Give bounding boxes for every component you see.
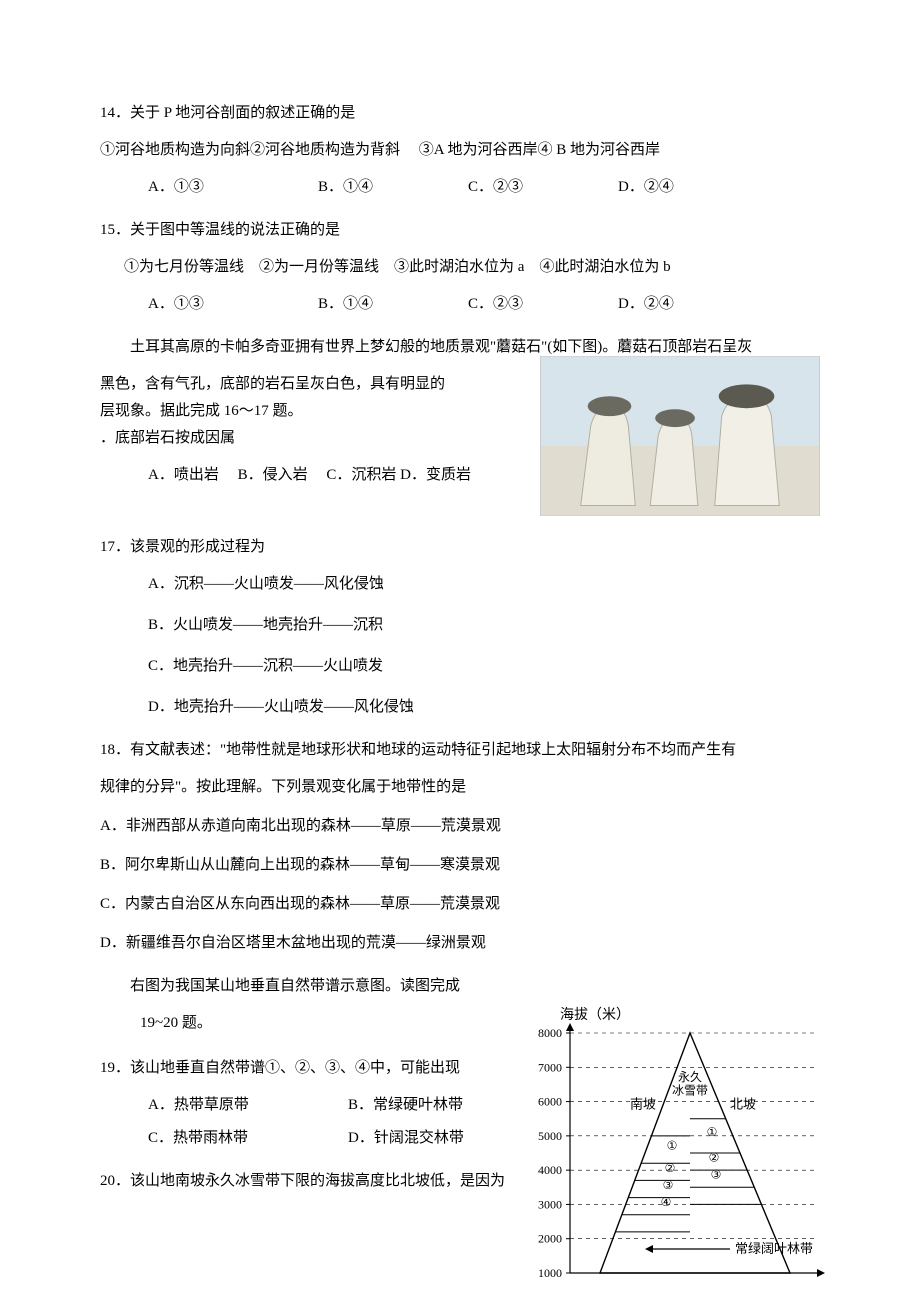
q19-text: 19．该山地垂直自然带谱①、②、③、④中，可能出现: [100, 1055, 540, 1082]
svg-text:常绿阔叶林带: 常绿阔叶林带: [735, 1241, 813, 1256]
q19-options: A．热带草原带 B．常绿硬叶林带 C．热带雨林带 D．针阔混交林带: [148, 1092, 540, 1152]
q15-opt-c: C．②③: [468, 291, 618, 318]
q14-subline: ①河谷地质构造为向斜②河谷地质构造为背斜 ③A 地为河谷西岸④ B 地为河谷西岸: [100, 137, 820, 164]
q18-opt-c: C．内蒙古自治区从东向西出现的森林——草原——荒漠景观: [100, 891, 820, 918]
svg-text:冰雪带: 冰雪带: [672, 1084, 708, 1098]
q18-opt-a: A．非洲西部从赤道向南北出现的森林——草原——荒漠景观: [100, 813, 820, 840]
svg-text:1000: 1000: [538, 1266, 562, 1280]
svg-text:4000: 4000: [538, 1163, 562, 1177]
q16-opt-a: A．喷出岩: [148, 467, 219, 483]
q15-subline: ①为七月份等温线 ②为一月份等温线 ③此时湖泊水位为 a ④此时湖泊水位为 b: [124, 254, 820, 281]
mountain-chart-svg: 1000 2000 3000 4000 5000 6000 7000 8000 南坡 北坡 永久冰雪…: [520, 1023, 840, 1293]
q18-options: A．非洲西部从赤道向南北出现的森林——草原——荒漠景观 B．阿尔卑斯山从山麓向上…: [100, 813, 820, 957]
q18-text1: 18．有文献表述："地带性就是地球形状和地球的运动特征引起地球上太阳辐射分布不均…: [100, 737, 820, 764]
svg-text:8000: 8000: [538, 1026, 562, 1040]
svg-text:7000: 7000: [538, 1060, 562, 1074]
q14-opt-c: C．②③: [468, 174, 618, 201]
q15-options: A．①③ B．①④ C．②③ D．②④: [148, 291, 820, 318]
question-14: 14．关于 P 地河谷剖面的叙述正确的是 ①河谷地质构造为向斜②河谷地质构造为背…: [100, 100, 820, 201]
svg-text:④: ④: [661, 1195, 672, 1209]
q14-opt-b: B．①④: [318, 174, 468, 201]
q17-opt-b: B．火山喷发——地壳抬升——沉积: [148, 612, 820, 639]
q14-text: 14．关于 P 地河谷剖面的叙述正确的是: [100, 100, 820, 127]
q14-opt-d: D．②④: [618, 174, 768, 201]
q17-options: A．沉积——火山喷发——风化侵蚀 B．火山喷发——地壳抬升——沉积 C．地壳抬升…: [100, 571, 820, 721]
mountain-section: 海拔（米） 10002000300040005000600070008000南坡…: [100, 973, 820, 1253]
q17-text: 17．该景观的形成过程为: [100, 534, 820, 561]
mushroom-rock-image: [540, 356, 820, 516]
q18-text2: 规律的分异"。按此理解。下列景观变化属于地带性的是: [100, 774, 820, 801]
q16-opt-d: D．变质岩: [400, 467, 471, 483]
svg-text:永久: 永久: [678, 1070, 702, 1084]
q16-opt-b: B．侵入岩: [238, 467, 308, 483]
q15-opt-d: D．②④: [618, 291, 768, 318]
svg-text:①: ①: [667, 1139, 678, 1153]
question-18: 18．有文献表述："地带性就是地球形状和地球的运动特征引起地球上太阳辐射分布不均…: [100, 737, 820, 957]
svg-text:北坡: 北坡: [730, 1096, 756, 1111]
svg-text:③: ③: [663, 1178, 674, 1192]
p1-l3: 层现象。据此完成 16～17 题。: [100, 398, 303, 425]
svg-text:5000: 5000: [538, 1129, 562, 1143]
q19-opt-a: A．热带草原带: [148, 1092, 348, 1119]
q17-opt-d: D．地壳抬升——火山喷发——风化侵蚀: [148, 694, 820, 721]
mountain-chart: 海拔（米） 10002000300040005000600070008000南坡…: [520, 1023, 840, 1293]
svg-text:③: ③: [711, 1168, 722, 1182]
q15-text: 15．关于图中等温线的说法正确的是: [100, 217, 820, 244]
q16-options: A．喷出岩 B．侵入岩 C．沉积岩 D．变质岩: [148, 462, 548, 489]
q14-options: A．①③ B．①④ C．②③ D．②④: [148, 174, 820, 201]
question-15: 15．关于图中等温线的说法正确的是 ①为七月份等温线 ②为一月份等温线 ③此时湖…: [100, 217, 820, 318]
q18-opt-b: B．阿尔卑斯山从山麓向上出现的森林——草甸——寒漠景观: [100, 852, 820, 879]
q17-opt-c: C．地壳抬升——沉积——火山喷发: [148, 653, 820, 680]
q19-opt-b: B．常绿硬叶林带: [348, 1092, 548, 1119]
svg-text:3000: 3000: [538, 1197, 562, 1211]
q18-opt-d: D．新疆维吾尔自治区塔里木盆地出现的荒漠——绿洲景观: [100, 930, 820, 957]
svg-text:②: ②: [665, 1161, 676, 1175]
p1-l1: 土耳其高原的卡帕多奇亚拥有世界上梦幻般的地质景观"蘑菇石"(如下图)。蘑菇石顶部…: [130, 339, 752, 355]
p1-l2: 黑色，含有气孔，底部的岩石呈灰白色，具有明显的: [100, 371, 445, 398]
q19-opt-d: D．针阔混交林带: [348, 1125, 548, 1152]
q15-opt-b: B．①④: [318, 291, 468, 318]
q16-opt-c: C．沉积岩: [326, 467, 396, 483]
chart-title: 海拔（米）: [560, 1003, 630, 1028]
svg-text:2000: 2000: [538, 1232, 562, 1246]
q15-opt-a: A．①③: [148, 291, 318, 318]
svg-text:②: ②: [709, 1151, 720, 1165]
q17-opt-a: A．沉积——火山喷发——风化侵蚀: [148, 571, 820, 598]
q14-opt-a: A．①③: [148, 174, 318, 201]
svg-text:①: ①: [707, 1125, 718, 1139]
svg-text:南坡: 南坡: [630, 1096, 656, 1111]
q19-opt-c: C．热带雨林带: [148, 1125, 348, 1152]
question-19: 19．该山地垂直自然带谱①、②、③、④中，可能出现 A．热带草原带 B．常绿硬叶…: [100, 1055, 540, 1152]
p2-l1: 右图为我国某山地垂直自然带谱示意图。读图完成: [100, 973, 530, 1000]
svg-text:6000: 6000: [538, 1095, 562, 1109]
passage-mushroom: 土耳其高原的卡帕多奇亚拥有世界上梦幻般的地质景观"蘑菇石"(如下图)。蘑菇石顶部…: [100, 334, 820, 534]
question-17: 17．该景观的形成过程为 A．沉积——火山喷发——风化侵蚀 B．火山喷发——地壳…: [100, 534, 820, 721]
